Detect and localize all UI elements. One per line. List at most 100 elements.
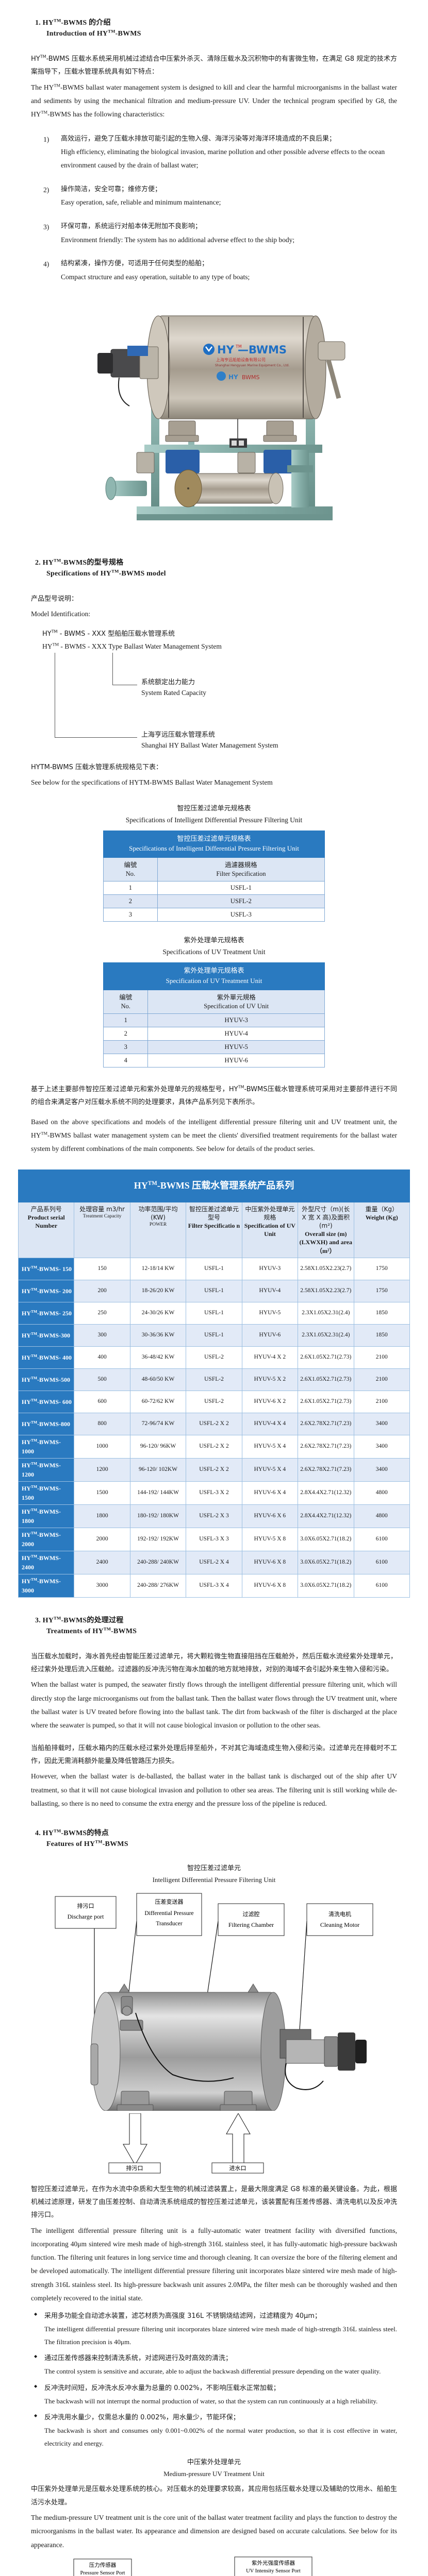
th-en: Overall size (m) (LXWXH) and area （m²）	[299, 1230, 353, 1255]
uv-para-en: The medium-pressure UV treatment unit is…	[31, 2514, 397, 2549]
tree-label-brand-zh: 上海亨远压载水管理系统	[141, 731, 216, 739]
cell-capacity: 150	[74, 1257, 130, 1280]
cell-filter-spec: USFL-2 X 4	[186, 1550, 242, 1574]
cell-spec: USFL-3	[157, 908, 325, 922]
list-item: 4) 结构紧凑，操作方便，可适用于任何类型的船舶； Compact struct…	[31, 258, 397, 283]
feature-text-en: Compact structure and easy operation, su…	[61, 273, 250, 281]
cell-capacity: 600	[74, 1390, 130, 1413]
cell-product-serial: HYTM-BWMS-1800	[18, 1504, 75, 1528]
th-zh: 重量（Kg）	[365, 1205, 399, 1213]
bullet-en: The intelligent differential pressure fi…	[44, 2325, 397, 2346]
cell-no: 2	[103, 1027, 149, 1041]
table-row: HYTM-BWMS-1200 1200 96-120/ 102KW USFL-2 X …	[18, 1458, 410, 1482]
th-sm: POWER	[149, 1222, 167, 1228]
cell-power: 60-72/62 KW	[129, 1390, 187, 1413]
th-power: 功率范围/平均 (KW) POWER	[129, 1201, 187, 1258]
uv-unit-labelled-diagram: 压力传感器 Pressure Sensor Port 紫外光强度传感器 UV I…	[18, 2554, 410, 2576]
model-code-tree: 系统额定出力能力 System Rated Capacity 上海亨远压载水管理…	[45, 652, 397, 756]
cell-power: 192-192/ 192KW	[129, 1527, 187, 1551]
cell-filter-spec: USFL-1	[186, 1301, 242, 1325]
svg-text:BWMS: BWMS	[242, 374, 260, 381]
bullet-en: The backwash will not interrupt the norm…	[44, 2397, 378, 2405]
cell-no: 1	[103, 881, 158, 895]
cell-size: 2.6X1.05X2.71(2.73)	[298, 1346, 354, 1369]
th-treatment-capacity: 处理容量 m3/hr Treatment Capacity	[74, 1201, 130, 1258]
table-row: HYTM-BWMS- 250 250 24-30/26 KW USFL-1 HYUV-5…	[18, 1301, 410, 1325]
svg-text:上海亨远船舶设备有限公司: 上海亨远船舶设备有限公司	[216, 357, 266, 362]
cell-product-serial: HYTM-BWMS- 200	[18, 1279, 75, 1302]
section-3-para1-en: When the ballast water is pumped, the se…	[31, 1681, 397, 1730]
th-zh: 功率范围/平均 (KW)	[138, 1205, 178, 1221]
bullet-zh: 通过压差传感器来控制清洗系统，对滤网进行及时高效的清洗；	[44, 2354, 233, 2363]
uv-callout-pressure-en: Pressure Sensor Port	[80, 2570, 125, 2576]
uv-unit-illustration: 压力传感器 Pressure Sensor Port 紫外光强度传感器 UV I…	[73, 2556, 312, 2576]
filter-table-caption: 智控压差过滤单元规格表 Specifications of Intelligen…	[31, 803, 397, 826]
cell-uv-spec: HYUV-5 X 4	[241, 1434, 299, 1459]
cell-capacity: 2400	[74, 1550, 130, 1574]
document-page: 1. HYTM-BWMS 的介绍 Introduction of HYTM-BW…	[0, 18, 428, 2576]
banner-zh: 智控压差过滤单元规格表	[177, 835, 251, 843]
cell-product-serial: HYTM-BWMS- 600	[18, 1390, 75, 1413]
table-row: 1 USFL-1	[103, 881, 325, 895]
cell-size: 3.0X6.05X2.71(18.2)	[298, 1573, 354, 1598]
bullet-zh: 反冲洗时间短，反冲洗水反冲水量为总量的 0.002%，不影响压载水正常加载；	[44, 2384, 280, 2392]
banner-zh: 紫外处理单元规格表	[184, 967, 244, 975]
uv-table-caption-zh: 紫外处理单元规格表	[184, 937, 244, 945]
cell-weight: 3400	[353, 1434, 410, 1459]
cell-weight: 6100	[353, 1550, 410, 1574]
cell-power: 240-288/ 276KW	[129, 1573, 187, 1598]
callout-dpt-zh: 压差变送器	[155, 1898, 184, 1905]
cell-power: 96-120/ 96KW	[129, 1434, 187, 1459]
cell-product-serial: HYTM-BWMS-2400	[18, 1550, 75, 1574]
spec-lead-en: See below for the specifications of HYTM…	[31, 778, 273, 787]
arrow-label-discharge-zh: 排污口	[126, 2164, 143, 2172]
table-row: 2 HYUV-4	[103, 1027, 325, 1041]
svg-text:HY: HY	[217, 344, 235, 356]
section-2-title-zh: HYTM-BWMS的型号规格	[42, 557, 124, 567]
cell-size: 2.58X1.05X2.23(2.7)	[298, 1257, 354, 1280]
section-4-title-zh: HYTM-BWMS的特点	[42, 1828, 109, 1838]
cell-capacity: 1500	[74, 1481, 130, 1505]
callout-chamber-zh: 过滤腔	[243, 1910, 260, 1918]
uv-specification-table: 紫外处理单元规格表 Specification of UV Treatment …	[103, 962, 325, 1068]
cell-size: 2.6X2.78X2.71(7.23)	[298, 1434, 354, 1459]
cell-power: 36-48/42 KW	[129, 1346, 187, 1369]
th-zh: 产品系列号	[30, 1205, 62, 1213]
cell-filter-spec: USFL-1	[186, 1257, 242, 1280]
feature-text-zh: 环保可靠，系统运行对船本体无附加不良影响；	[61, 222, 202, 230]
cell-power: 72-96/74 KW	[129, 1412, 187, 1435]
uv-table-caption-en: Specifications of UV Treatment Unit	[162, 948, 266, 956]
table-row: 3 HYUV-5	[103, 1040, 325, 1055]
table-row: HYTM-BWMS- 400 400 36-48/42 KW USFL-2 HYUV-4…	[18, 1346, 410, 1369]
column-header-no: 编號 No.	[103, 990, 149, 1014]
feature-text-zh: 操作简洁，安全可靠；维修方便；	[61, 185, 162, 193]
cell-uv-spec: HYUV-6 X 8	[241, 1573, 299, 1598]
cell-spec: USFL-1	[157, 881, 325, 895]
filter-specification-table: 智控压差过滤单元规格表 Specifications of Intelligen…	[103, 830, 325, 922]
model-code-diagram: HYTM - BWMS - XXX 型船舶压载水管理系统 HYTM - BWMS…	[42, 628, 397, 756]
cell-weight: 4800	[353, 1504, 410, 1528]
cell-uv-spec: HYUV-5 X 8	[241, 1527, 299, 1551]
th-uv-spec: 中压紫外处理单元规格 Specification of UV Unit	[241, 1201, 299, 1258]
table-row: HYTM-BWMS-2400 2400 240-288/ 240KW USFL-2 X…	[18, 1550, 410, 1574]
uv-callout-intensity-zh: 紫外光强度传感器	[252, 2560, 295, 2566]
list-item: 反冲洗时间短，反冲洗水反冲水量为总量的 0.002%，不影响压载水正常加载； T…	[31, 2382, 397, 2408]
callout-discharge-en: Discharge port	[68, 1913, 104, 1920]
feature-text-en: Easy operation, safe, reliable and minim…	[61, 198, 221, 207]
cell-weight: 1750	[353, 1257, 410, 1280]
list-item: 反冲洗用水量少，仅需总水量的 0.002%，用水量少，节能环保； The bac…	[31, 2412, 397, 2450]
bullet-en: The backwash is short and consumes only …	[44, 2426, 397, 2447]
cell-size: 2.6X2.78X2.71(7.23)	[298, 1458, 354, 1482]
product-photo-bwms-skid: HY TM —BWMS 上海亨远船舶设备有限公司 Shanghai Hengyu…	[0, 295, 428, 540]
uv-callout-intensity-en: UV Intensity Sensor Port	[246, 2568, 301, 2574]
section-1-title-en: Introduction of HYTM-BWMS	[46, 28, 141, 38]
cell-uv-spec: HYUV-6 X 6	[241, 1504, 299, 1528]
cell-size: 2.6X1.05X2.71(2.73)	[298, 1368, 354, 1391]
tree-label-capacity-zh: 系统额定出力能力	[141, 678, 195, 686]
cell-filter-spec: USFL-2	[186, 1346, 242, 1369]
cell-capacity: 3000	[74, 1573, 130, 1598]
cell-weight: 2100	[353, 1368, 410, 1391]
cell-capacity: 2000	[74, 1527, 130, 1551]
list-item: 3) 环保可靠，系统运行对船本体无附加不良影响； Environment fri…	[31, 221, 397, 246]
callout-dpt-en1: Differential Pressure	[144, 1910, 193, 1917]
